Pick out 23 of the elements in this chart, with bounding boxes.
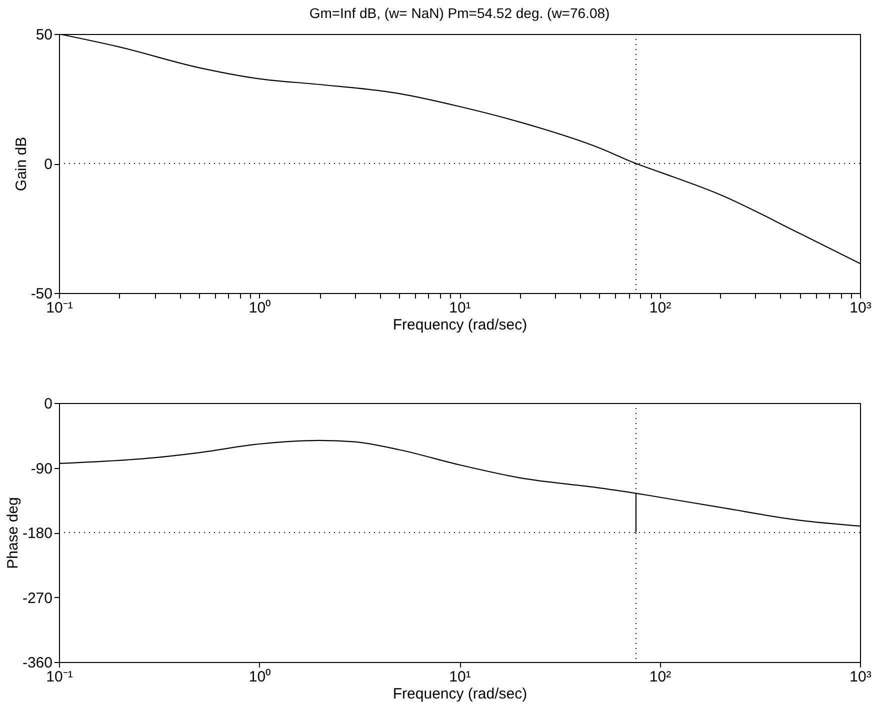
y-axis-title: Gain dB	[12, 136, 30, 192]
x-tick-label: 10²	[649, 300, 672, 316]
x-tick-label: 10¹	[449, 668, 471, 686]
y-tick-label: -360	[22, 654, 52, 672]
y-axis-title: Phase deg	[4, 497, 22, 569]
y-tick-label: -270	[22, 590, 52, 607]
x-axis-title: Frequency (rad/sec)	[392, 316, 528, 334]
x-tick-label: 10⁻¹	[46, 668, 73, 686]
y-tick-label: 0	[44, 156, 52, 173]
x-tick-label: 10⁻¹	[46, 300, 73, 316]
x-tick-label: 10³	[850, 668, 872, 686]
y-tick-label: -50	[30, 286, 52, 302]
y-tick-label: -90	[30, 460, 52, 478]
y-tick-label: -180	[22, 525, 52, 542]
x-tick-label: 10³	[850, 300, 872, 316]
x-tick-label: 10¹	[449, 300, 471, 316]
x-axis-title: Frequency (rad/sec)	[392, 686, 528, 702]
y-tick-label: 50	[36, 26, 52, 44]
chart-title: Gm=Inf dB, (w= NaN) Pm=54.52 deg. (w=76.08)	[309, 5, 610, 21]
x-tick-label: 10⁰	[248, 300, 271, 316]
x-tick-label: 10⁰	[248, 668, 271, 686]
y-tick-label: 0	[44, 396, 52, 412]
x-tick-label: 10²	[649, 668, 672, 686]
